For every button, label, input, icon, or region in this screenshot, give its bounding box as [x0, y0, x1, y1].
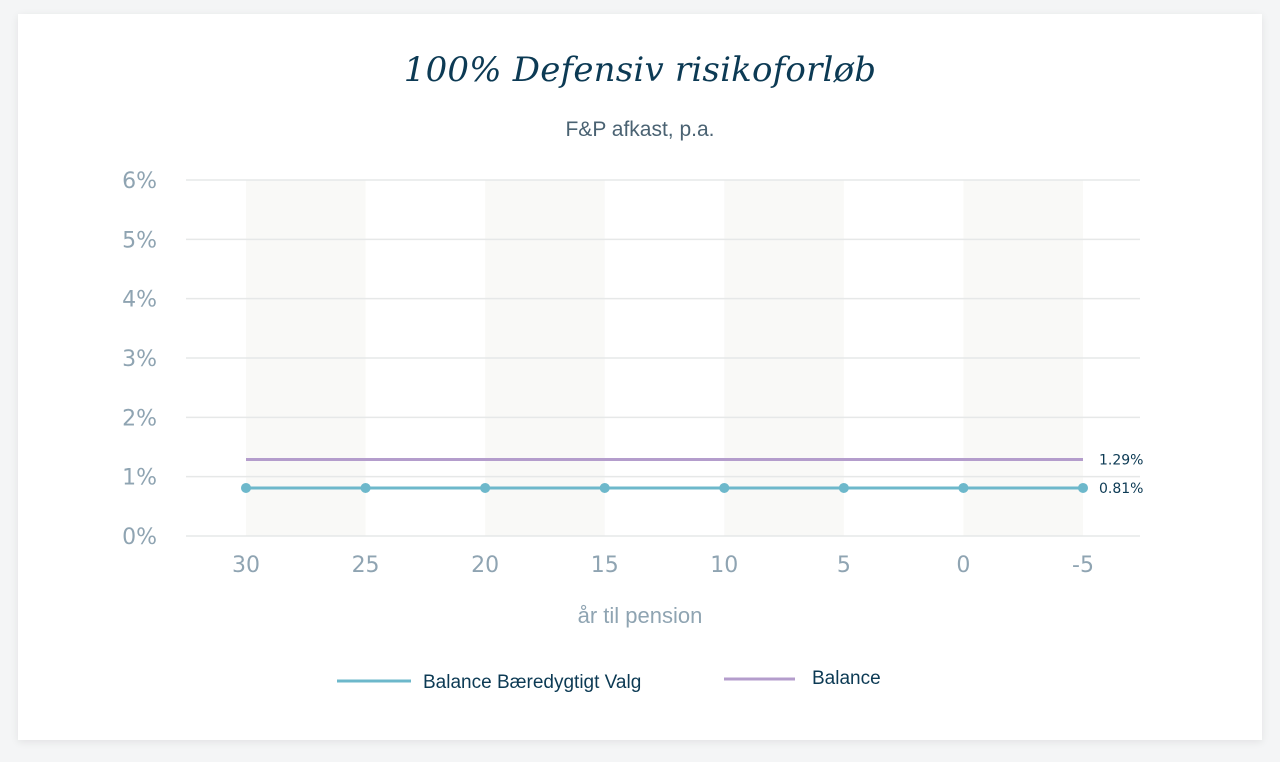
y-tick-label: 6% — [122, 169, 157, 194]
series-group: 0.81% 1.29% — [241, 452, 1143, 497]
data-label: 1.29% — [1099, 452, 1143, 468]
y-tick-label: 5% — [122, 228, 157, 253]
y-axis-ticks: 0% 1% 2% 3% 4% 5% 6% — [122, 169, 157, 550]
data-point — [599, 482, 610, 493]
legend: Balance Bæredygtigt Valg Balance — [337, 668, 881, 693]
y-tick-label: 2% — [122, 406, 157, 431]
data-point — [360, 482, 371, 493]
chart-subtitle: F&P afkast, p.a. — [565, 118, 715, 141]
data-point — [480, 482, 491, 493]
y-tick-label: 4% — [122, 288, 157, 313]
x-tick-label: 10 — [710, 553, 738, 578]
y-tick-label: 0% — [122, 525, 157, 550]
x-tick-label: 15 — [591, 553, 619, 578]
data-label: 0.81% — [1099, 481, 1143, 497]
x-tick-label: -5 — [1072, 553, 1094, 578]
x-tick-label: 30 — [232, 553, 260, 578]
legend-label: Balance — [812, 668, 881, 689]
data-point — [838, 482, 849, 493]
x-tick-label: 5 — [837, 553, 851, 578]
data-point — [241, 482, 251, 493]
chart-title: 100% Defensiv risikoforløb — [403, 50, 877, 90]
x-tick-label: 25 — [352, 553, 380, 578]
x-axis-label: år til pension — [578, 603, 703, 628]
x-axis-ticks: 30 25 20 15 10 5 0 -5 — [232, 553, 1094, 578]
data-point — [1078, 482, 1088, 493]
legend-label: Balance Bæredygtigt Valg — [423, 672, 641, 693]
data-point — [719, 482, 730, 493]
gridlines — [186, 179, 1140, 537]
x-tick-label: 20 — [471, 553, 499, 578]
y-tick-label: 1% — [122, 466, 157, 491]
y-tick-label: 3% — [122, 347, 157, 372]
data-point — [958, 482, 969, 493]
x-tick-label: 0 — [956, 553, 970, 578]
